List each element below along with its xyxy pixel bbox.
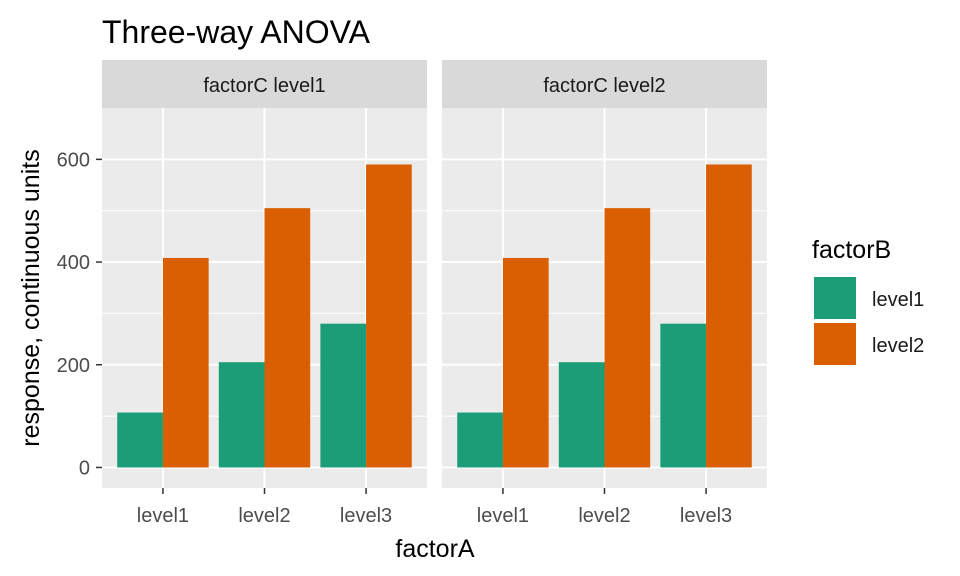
bar [706, 164, 752, 468]
facet-strip [442, 60, 767, 108]
bar [320, 323, 367, 468]
x-tick-label: level1 [477, 505, 529, 527]
x-tick-label: level3 [680, 505, 732, 527]
y-axis-title: response, continuous units [17, 149, 45, 446]
bar [457, 412, 503, 468]
bar [264, 208, 311, 468]
legend-label: level2 [872, 335, 924, 357]
bar [218, 362, 265, 468]
y-tick-label: 200 [57, 355, 90, 377]
legend-key [814, 323, 856, 365]
bar [660, 323, 707, 468]
x-tick-label: level1 [137, 505, 189, 527]
legend-label: level1 [872, 289, 924, 311]
bar [558, 362, 605, 468]
bar [604, 208, 651, 468]
bar [162, 257, 209, 468]
legend: factorB level1 level2 [812, 236, 924, 367]
y-tick-label: 600 [57, 149, 90, 171]
legend-title: factorB [812, 236, 891, 264]
x-tick-label: level3 [340, 505, 392, 527]
chart-title: Three-way ANOVA [102, 14, 371, 50]
facet-strip-label: factorC level2 [543, 75, 665, 97]
y-axis: 0 200 400 600 [57, 149, 102, 479]
legend-key [814, 277, 856, 319]
x-axis-title: factorA [395, 535, 475, 563]
x-tick-label: level2 [578, 505, 630, 527]
facet-panel: factorC level1 level1 level2 level3 [102, 60, 427, 527]
y-tick-label: 400 [57, 252, 90, 274]
bar [117, 412, 163, 468]
facet-panel: factorC level2 level1 level2 level3 [442, 60, 767, 527]
facet-strip [102, 60, 427, 108]
bar [366, 164, 412, 468]
facet-strip-label: factorC level1 [203, 75, 325, 97]
bar [502, 257, 549, 468]
x-tick-label: level2 [238, 505, 290, 527]
y-tick-label: 0 [79, 457, 90, 479]
